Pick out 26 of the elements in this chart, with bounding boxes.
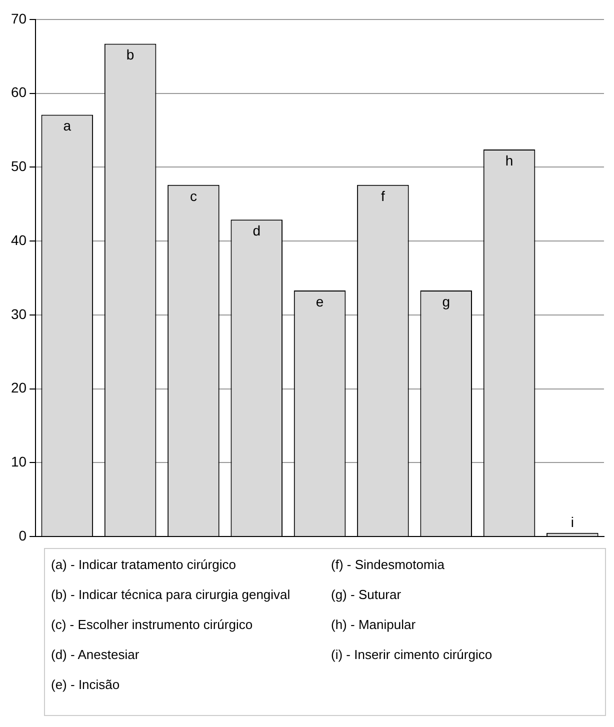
- y-tick-label: 30: [10, 306, 27, 322]
- text: (b) - Indicar técnica para cirurgia gengival: [51, 587, 292, 604]
- y-tick-label: 60: [10, 84, 27, 100]
- text: (c) - Escolher instrumento cirúrgico: [51, 617, 254, 634]
- x-tick-label: g: [442, 293, 450, 310]
- text: (h) - Manipular: [331, 617, 417, 634]
- y-tick-label: 50: [10, 158, 27, 174]
- x-tick-label: f: [381, 188, 385, 204]
- x-tick-label: c: [190, 188, 197, 204]
- x-tick-label: a: [63, 118, 72, 134]
- text: (a) - Indicar tratamento cirúrgico: [51, 557, 237, 574]
- x-tick-label: h: [505, 152, 514, 168]
- y-tick-label: 40: [10, 232, 27, 248]
- y-tick-label: 10: [10, 454, 27, 470]
- y-tick-label: 70: [10, 10, 27, 26]
- text: (f) - Sindesmotomia: [331, 557, 446, 574]
- y-tick-label: 20: [10, 380, 27, 396]
- text: (g) - Suturar: [331, 587, 402, 604]
- text: (d) - Anestesiar: [51, 647, 140, 664]
- x-tick-label: i: [570, 514, 574, 530]
- x-tick-label: d: [252, 222, 261, 238]
- x-tick-label: b: [126, 46, 134, 63]
- x-tick-label: e: [316, 293, 324, 310]
- y-tick-label: 0: [18, 527, 27, 544]
- text: (i) - Inserir cimento cirúrgico: [331, 647, 492, 664]
- text: (e) - Incisão: [51, 677, 121, 694]
